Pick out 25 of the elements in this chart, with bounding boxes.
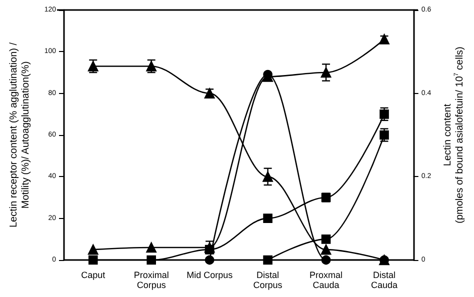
point xyxy=(262,172,273,182)
point xyxy=(204,255,214,265)
point xyxy=(320,244,332,255)
point xyxy=(146,255,156,265)
x-tick-label: Mid Corpus xyxy=(186,270,234,280)
point xyxy=(146,242,156,253)
point xyxy=(321,234,331,244)
point xyxy=(204,244,214,254)
point xyxy=(380,130,389,140)
point xyxy=(263,255,272,265)
y-axis-title: Lectin receptor content (% agglutination) / Motility (%)/ Autoagglutination(%) xyxy=(8,42,32,228)
point xyxy=(204,88,215,98)
point xyxy=(88,255,98,265)
x-tick-label: Caput xyxy=(81,270,106,280)
x-tick-label: Distal Corpus xyxy=(253,270,283,290)
point xyxy=(380,110,389,119)
point xyxy=(321,255,331,265)
point xyxy=(263,70,272,80)
point xyxy=(88,244,98,255)
x-tick-label: Proxmal Cauda xyxy=(310,270,343,290)
point xyxy=(263,214,272,223)
point xyxy=(379,34,390,44)
x-tick-label: Proximal Corpus xyxy=(134,270,169,290)
point xyxy=(320,67,332,78)
x-tick-label: Distal Cauda xyxy=(370,270,398,290)
